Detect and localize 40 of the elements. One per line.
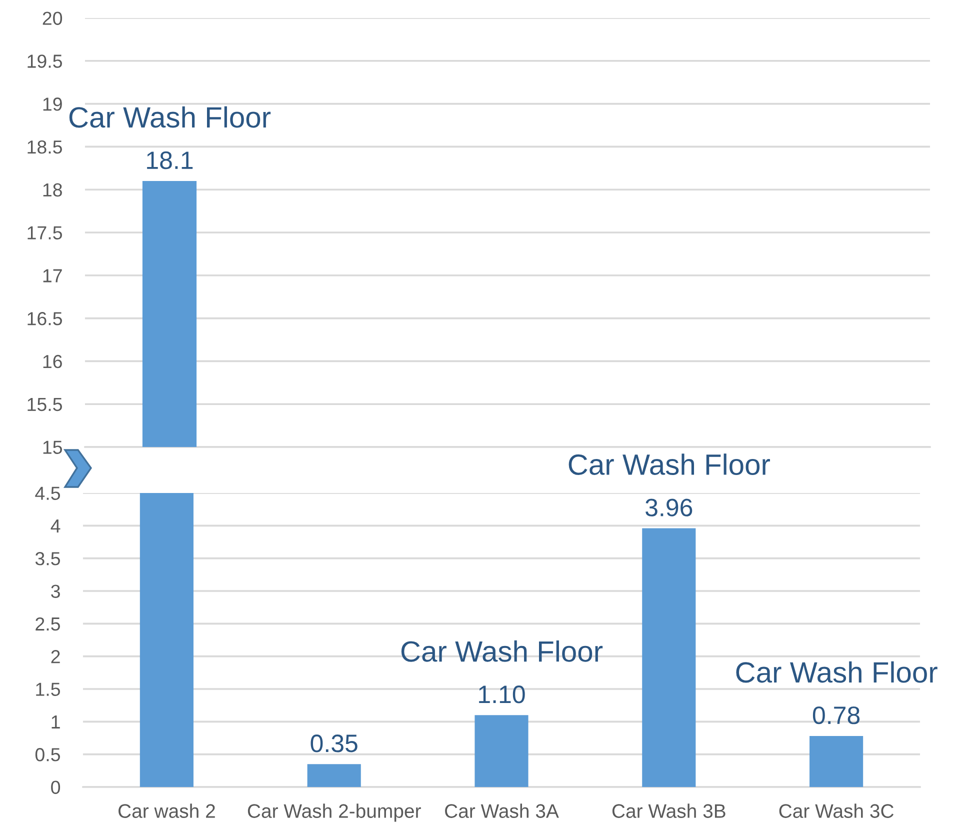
y-tick-label: 17.5 xyxy=(28,226,62,240)
data-label: 18.1 xyxy=(147,151,193,170)
annotation: Car Wash Floor xyxy=(568,454,770,475)
x-tick-label: Car Wash 3A xyxy=(445,804,559,818)
annotation: Car Wash Floor xyxy=(736,661,938,683)
y-tick-label: 19 xyxy=(43,98,62,111)
y-tick-label: 20 xyxy=(42,12,62,25)
y-tick-label: 18 xyxy=(43,183,62,197)
y-tick-label: 0 xyxy=(51,780,60,794)
y-tick-label: 18.5 xyxy=(28,140,62,154)
y-tick-label: 0.5 xyxy=(35,748,60,762)
y-tick-label: 1 xyxy=(52,716,60,728)
y-tick-label: 1.5 xyxy=(36,682,60,696)
annotation: Car Wash Floor xyxy=(69,106,271,128)
y-tick-label: 15 xyxy=(43,440,62,454)
y-tick-label: 17 xyxy=(43,269,62,282)
bar xyxy=(307,764,361,787)
bar xyxy=(642,528,696,787)
y-tick-label: 4.5 xyxy=(35,486,60,500)
data-label: 0.35 xyxy=(310,734,358,752)
y-tick-label: 4 xyxy=(50,520,60,532)
x-tick-label: Car wash 2 xyxy=(118,804,215,818)
y-tick-label: 2.5 xyxy=(36,617,60,631)
x-tick-label: Car Wash 3C xyxy=(779,804,894,818)
bar xyxy=(140,493,194,787)
bar xyxy=(810,736,864,787)
y-tick-label: 3.5 xyxy=(35,552,60,566)
y-tick-label: 16 xyxy=(43,354,62,368)
data-label: 0.78 xyxy=(812,706,860,724)
y-tick-label: 19.5 xyxy=(28,54,62,68)
y-tick-label: 16.5 xyxy=(28,312,62,326)
data-label: 1.10 xyxy=(479,686,525,704)
x-tick-label: Car Wash 2-bumper xyxy=(248,804,421,822)
y-tick-label: 2 xyxy=(51,650,60,664)
x-tick-label: Car Wash 3B xyxy=(612,804,726,818)
y-tick-label: 15.5 xyxy=(28,398,62,412)
data-label: 3.96 xyxy=(646,498,692,516)
y-tick-label: 3 xyxy=(51,584,60,598)
bar xyxy=(474,715,528,787)
annotation: Car Wash Floor xyxy=(401,640,603,662)
